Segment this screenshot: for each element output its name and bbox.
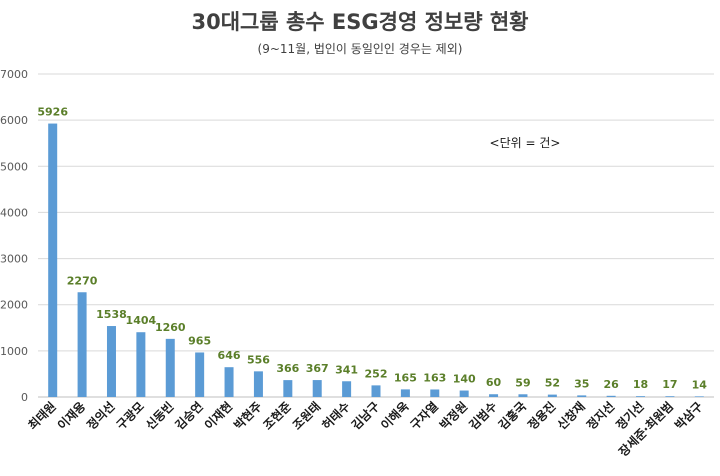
x-tick-label: 신창재 [554, 399, 588, 433]
x-tick-label: 허태수 [319, 399, 353, 433]
data-label: 252 [365, 367, 388, 380]
x-tick-label: 박삼구 [671, 399, 705, 433]
bar [547, 394, 557, 397]
bar [77, 292, 87, 397]
data-label: 17 [662, 378, 677, 391]
x-tick-label: 김승연 [172, 399, 206, 433]
bar [636, 396, 646, 397]
x-tick-label: 김남구 [348, 399, 382, 433]
x-tick-label: 박정원 [436, 399, 470, 433]
x-tick-label: 이재현 [201, 399, 235, 433]
data-label: 965 [188, 334, 211, 347]
data-label: 163 [423, 371, 446, 384]
bar [665, 396, 675, 397]
y-tick-label: 2000 [0, 299, 28, 312]
x-tick-label: 정의선 [84, 399, 118, 433]
data-label: 14 [692, 378, 708, 391]
data-label: 140 [453, 373, 476, 386]
data-label: 367 [306, 362, 329, 375]
y-tick-label: 5000 [0, 160, 28, 173]
bar [430, 389, 440, 397]
bar [283, 380, 293, 397]
chart-subtitle: (9~11월, 법인이 동일인인 경우는 제외) [257, 42, 463, 56]
bar [577, 395, 587, 397]
x-tick-label: 조현준 [260, 399, 294, 433]
data-label: 1538 [96, 308, 127, 321]
bar [136, 332, 146, 397]
x-tick-label: 구광모 [113, 399, 147, 433]
y-tick-label: 3000 [0, 253, 28, 266]
data-label: 1260 [155, 321, 186, 334]
bar [195, 352, 205, 397]
y-tick-label: 4000 [0, 206, 28, 219]
y-tick-label: 0 [21, 391, 28, 404]
x-tick-label: 정지선 [583, 399, 617, 433]
data-label: 341 [335, 363, 358, 376]
chart-title: 30대그룹 총수 ESG경영 정보량 현황 [191, 10, 529, 34]
data-label: 18 [633, 378, 648, 391]
bar [606, 395, 616, 397]
data-label: 2270 [67, 274, 98, 287]
x-tick-label: 김홍국 [495, 399, 529, 433]
x-tick-label: 조원태 [289, 399, 323, 433]
x-tick-label: 구자열 [407, 399, 441, 433]
data-label: 26 [603, 378, 619, 391]
bar [371, 385, 381, 397]
data-label: 366 [276, 362, 299, 375]
bar [165, 338, 175, 397]
data-label: 59 [515, 376, 530, 389]
x-tick-label: 김범수 [466, 399, 500, 433]
bar [342, 381, 352, 397]
y-tick-label: 1000 [0, 345, 28, 358]
bar [694, 396, 704, 397]
bar [518, 394, 528, 397]
x-tick-label: 정용진 [524, 399, 558, 433]
bar [48, 123, 58, 397]
bar [312, 380, 322, 397]
bar [400, 389, 410, 397]
data-label: 1404 [126, 314, 157, 327]
y-tick-label: 6000 [0, 114, 28, 127]
x-tick-label: 이재용 [54, 399, 88, 433]
bar [253, 371, 263, 397]
data-label: 556 [247, 353, 270, 366]
bar [489, 394, 499, 397]
data-label: 5926 [37, 106, 68, 119]
y-tick-label: 7000 [0, 68, 28, 81]
unit-note: <단위 = 건> [490, 136, 561, 150]
bar [224, 367, 234, 397]
data-label: 35 [574, 377, 589, 390]
data-label: 165 [394, 371, 417, 384]
x-tick-label: 이해욱 [377, 399, 411, 433]
bar [106, 326, 116, 397]
data-label: 60 [486, 376, 502, 389]
data-label: 52 [545, 377, 560, 390]
bar [459, 390, 469, 397]
data-label: 646 [218, 349, 241, 362]
x-tick-label: 신동빈 [142, 399, 176, 433]
x-tick-label: 최태원 [25, 399, 59, 433]
x-tick-label: 박현주 [231, 399, 265, 433]
